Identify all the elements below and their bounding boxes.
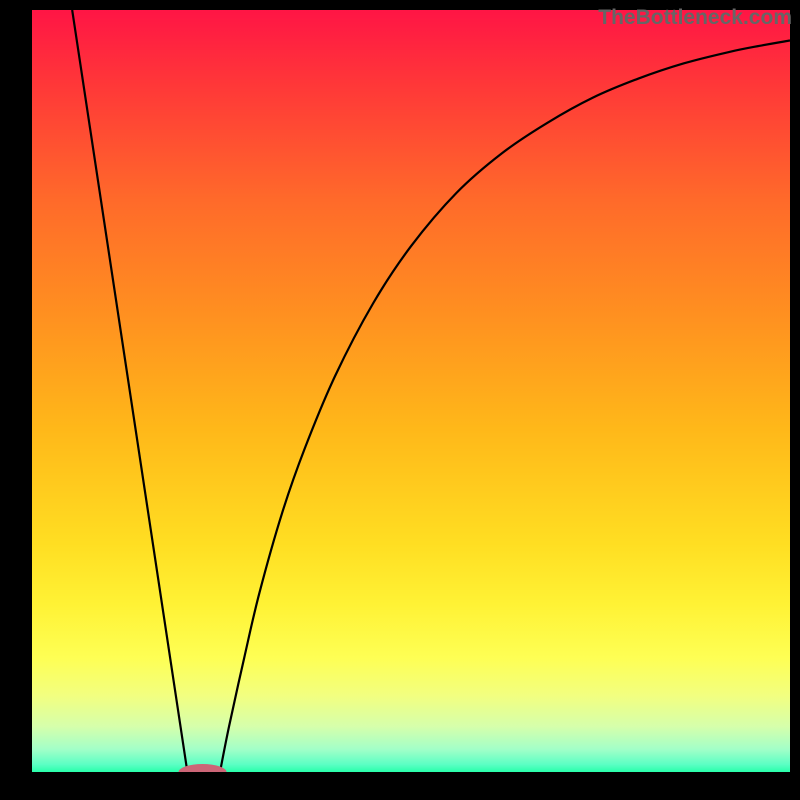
watermark-text: TheBottleneck.com — [598, 6, 792, 30]
plot-area — [32, 10, 790, 772]
gradient-background — [32, 10, 790, 772]
chart-container: TheBottleneck.com — [0, 0, 800, 800]
